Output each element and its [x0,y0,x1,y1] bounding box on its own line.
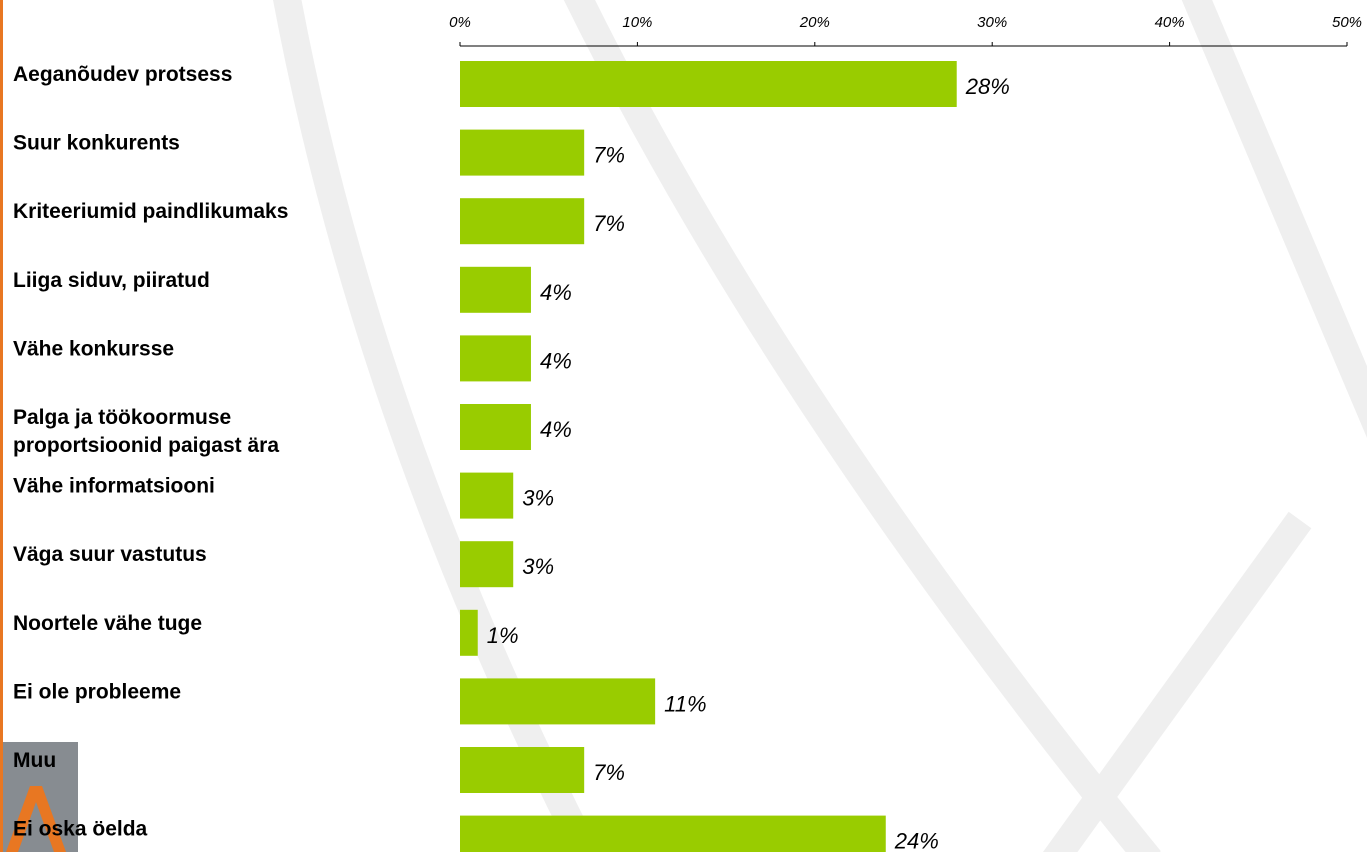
x-tick-label: 30% [977,14,1007,31]
bar [460,61,957,107]
bar [460,266,531,313]
category-labels: Aeganõudev protsess Suur konkurents Kritee… [13,63,288,841]
corner-logo-fragment [6,786,66,852]
bar-value-label: 1% [487,623,519,648]
x-tick-label: 50% [1332,14,1362,31]
category-label: Vähe konkursse [13,337,174,360]
bar-value-label: 7% [593,760,625,785]
category-label: Suur konkurents [13,132,180,155]
bar-value-label: 4% [540,348,572,373]
x-tick-label: 20% [799,14,830,31]
category-label: Muu [13,749,56,772]
category-label: Noortele vähe tuge [13,612,202,635]
category-label: Palga ja töökoormuse [13,406,231,429]
bar [460,404,531,450]
bar [460,609,478,656]
bar [460,198,585,245]
category-label: Ei ole probleeme [13,680,181,703]
x-tick-label: 40% [1155,14,1185,31]
category-label: Väga suur vastutus [13,543,207,566]
bar-value-label: 3% [522,486,554,511]
bar-value-label: 7% [593,211,625,236]
bars: 28% 7% 7% 4% 4% 4% 3% 3% 1% 11% 7% 24% [460,61,1010,852]
bar [460,678,656,725]
category-label: Ei oska öelda [13,818,148,841]
bar-value-label: 28% [965,74,1010,99]
bar-value-label: 11% [664,691,706,716]
category-label: Liiga siduv, piiratud [13,269,210,292]
bar-value-label: 3% [522,554,554,579]
x-tick-label: 10% [622,14,652,31]
background-watermark [273,0,1367,852]
category-label: Kriteeriumid paindlikumaks [13,200,288,223]
bar [460,472,514,519]
category-label: proportsioonid paigast ära [13,434,279,457]
bar [460,541,514,588]
x-axis: 0% 10% 20% 30% 40% 50% [449,14,1362,47]
x-tick-label: 0% [449,14,471,31]
bar-value-label: 24% [894,829,939,852]
orange-accent-stripe [0,0,3,852]
category-label: Aeganõudev protsess [13,63,232,86]
category-label: Vähe informatsiooni [13,475,215,498]
bar [460,129,585,176]
bar-value-label: 4% [540,280,572,305]
bar-value-label: 4% [540,417,572,442]
bar [460,747,585,793]
bar [460,335,531,382]
bar-value-label: 7% [593,143,625,168]
bar [460,815,886,852]
